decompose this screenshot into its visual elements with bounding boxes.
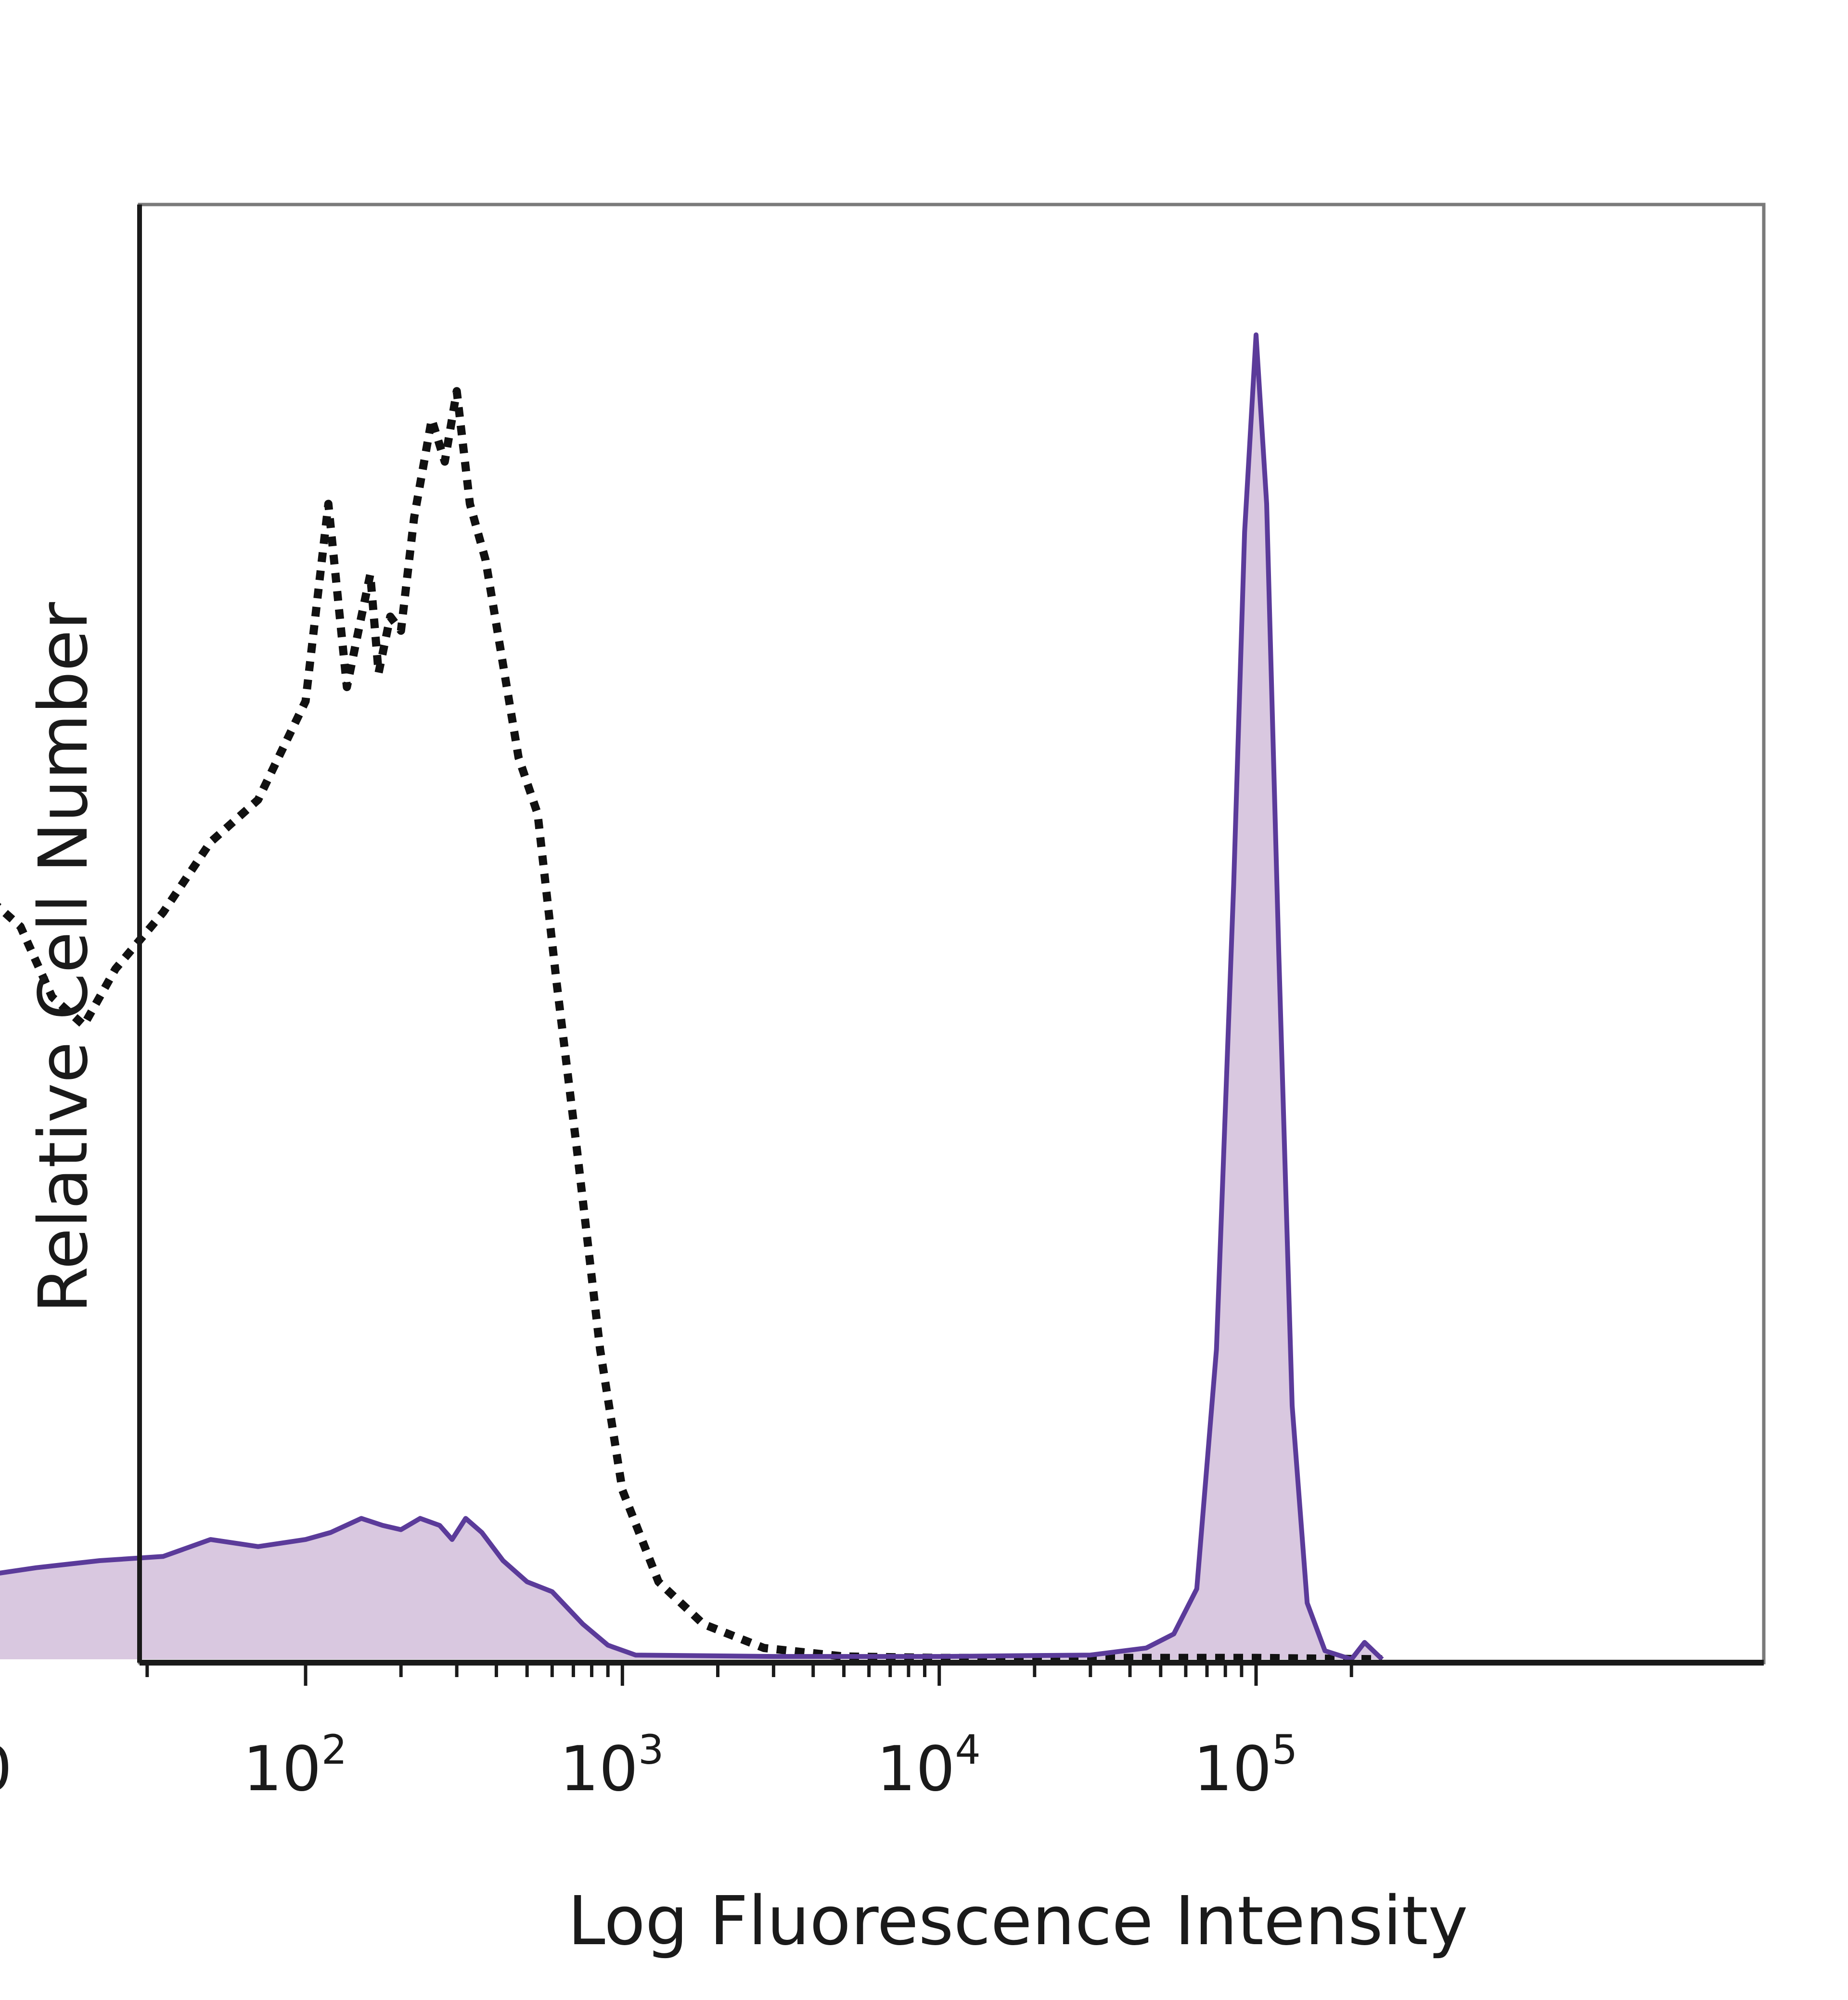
x-tick-label: 105 [1194, 1726, 1297, 1805]
series-1-area [0, 334, 1382, 1659]
x-axis-label: Log Fluorescence Intensity [568, 1882, 1468, 1961]
x-tick-label: 102 [243, 1726, 347, 1805]
x-tick-label: 104 [877, 1726, 981, 1805]
plot-frame [138, 203, 1766, 1665]
y-axis-label: Relative Cell Number [25, 602, 103, 1313]
x-tick-label: 0 [0, 1733, 12, 1805]
x-tick-label: 103 [560, 1726, 664, 1805]
series-layer [0, 332, 1384, 1664]
series-1-line [0, 332, 1384, 1662]
series-0-line [0, 387, 1383, 1664]
x-tick-layer: 0 102 103 104 105 [0, 1663, 1353, 1805]
